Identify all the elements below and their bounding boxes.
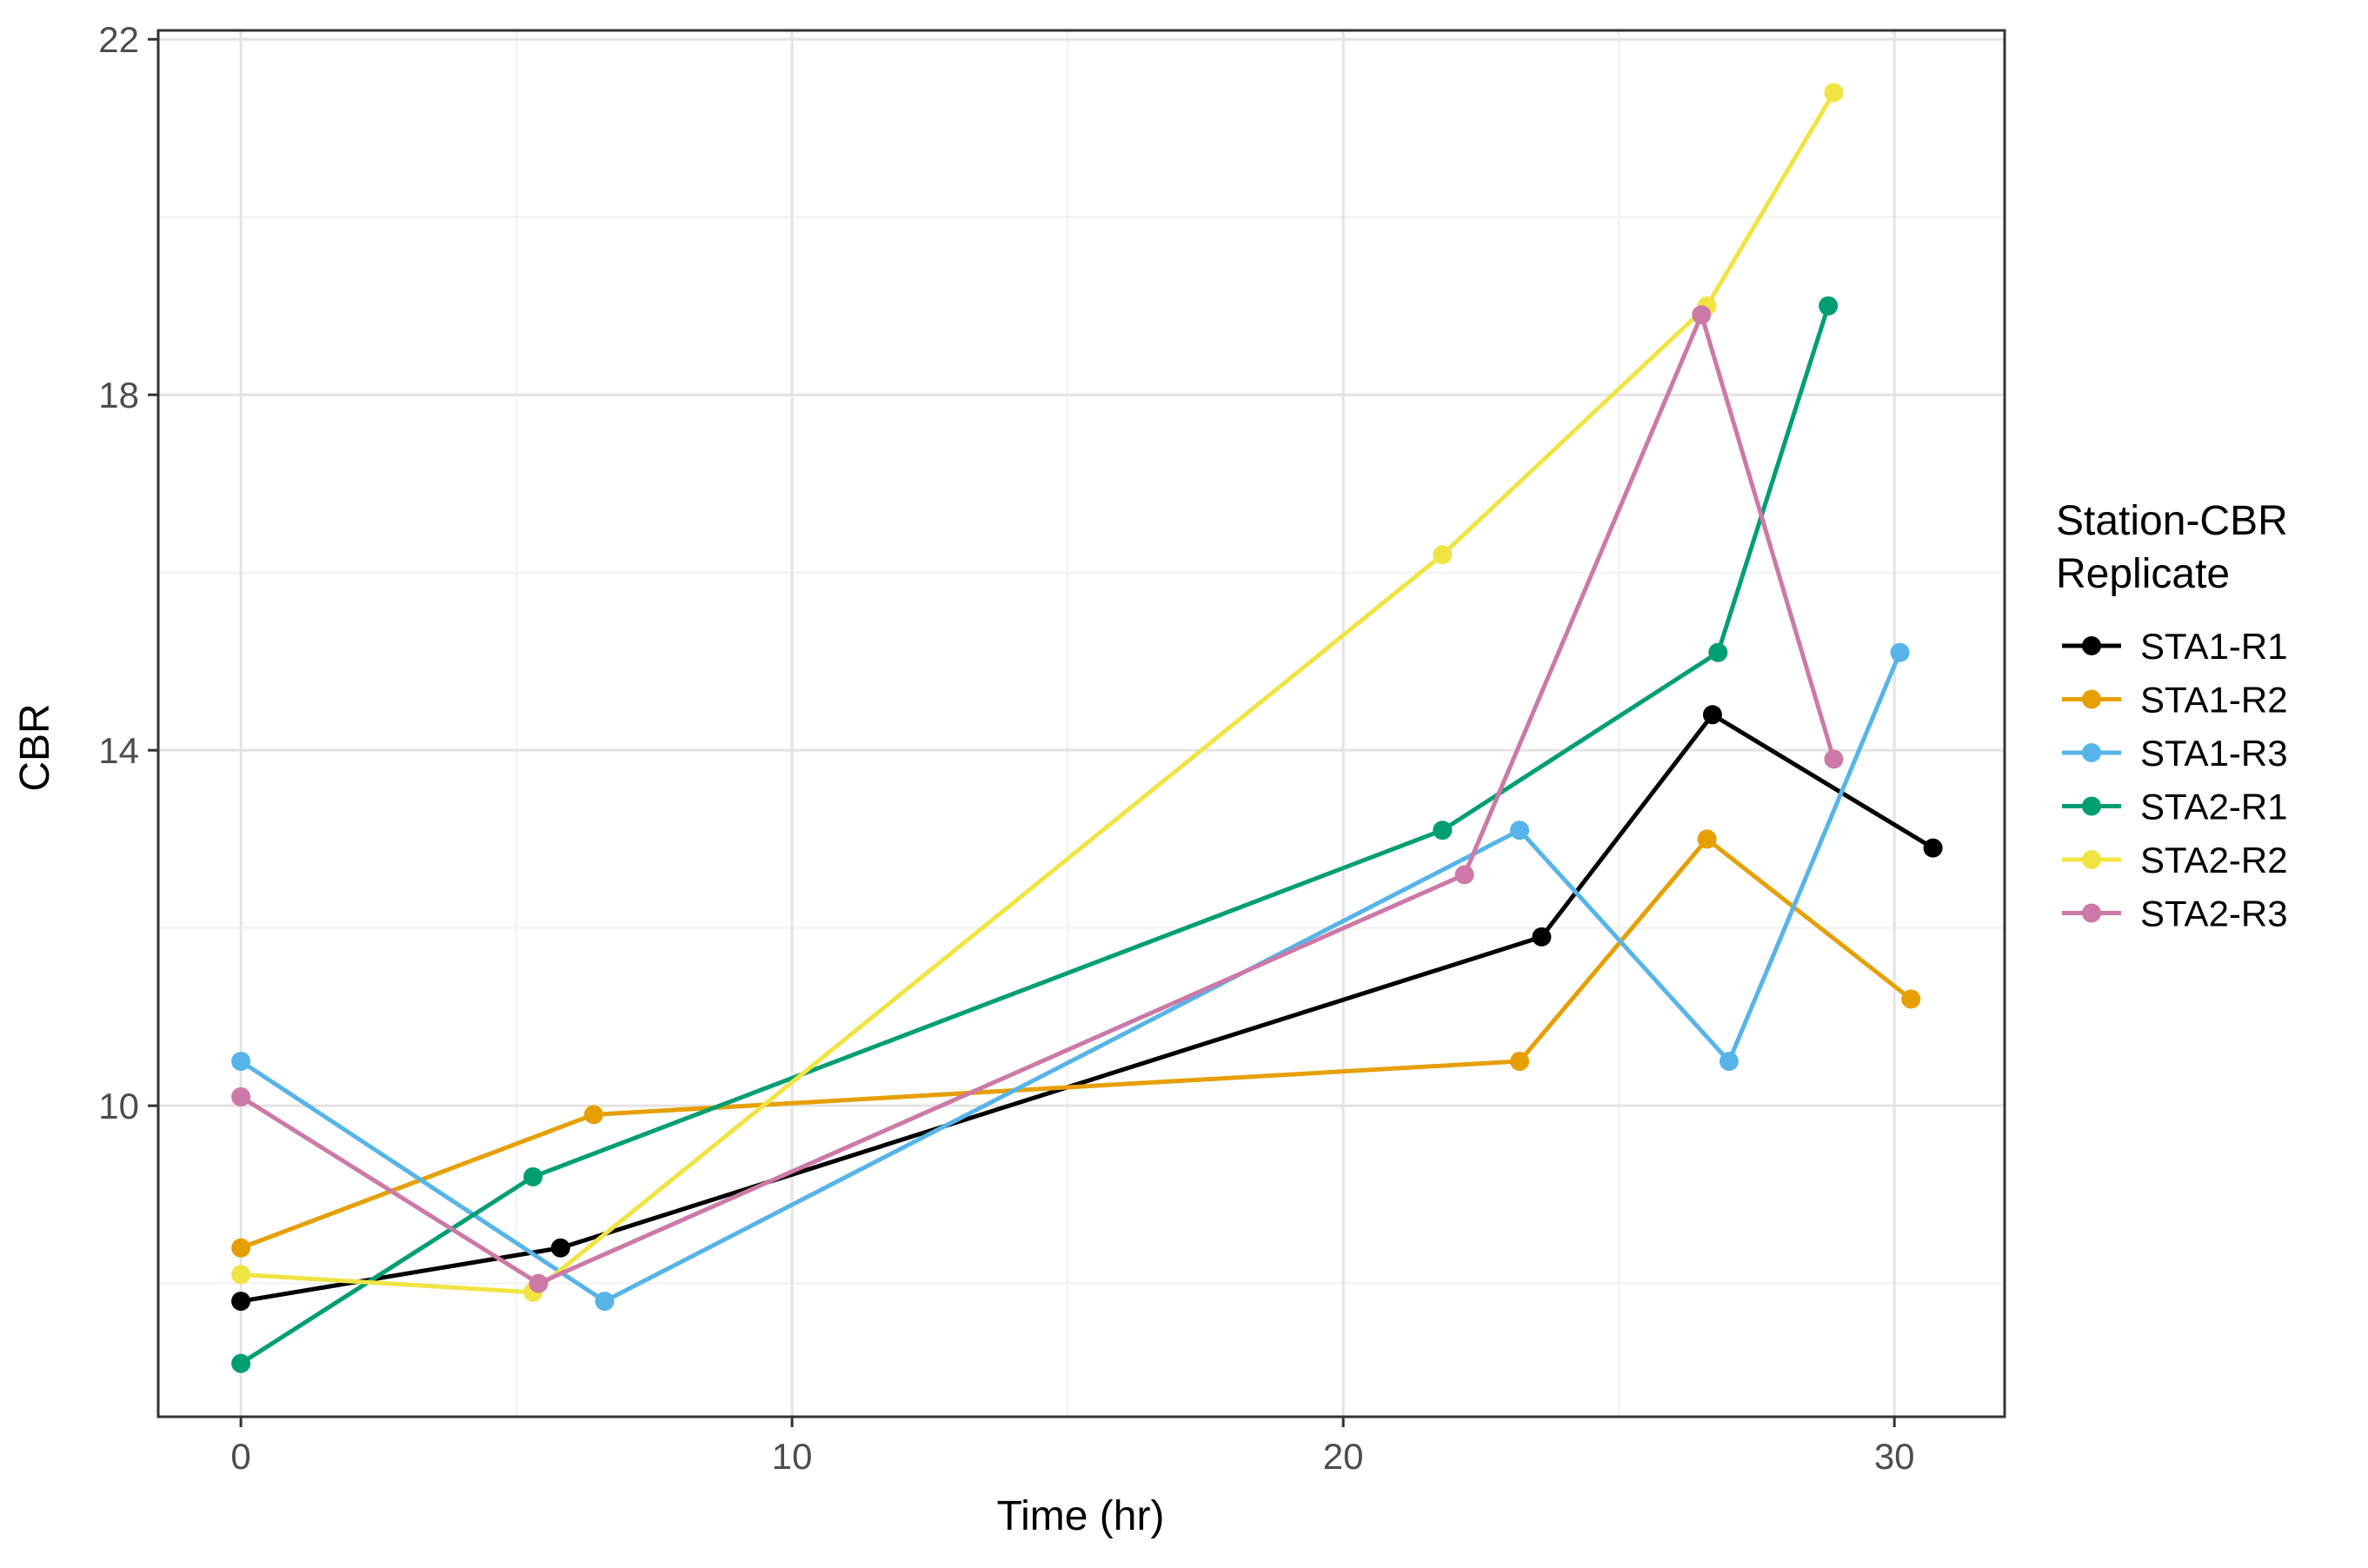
- legend-label: STA1-R1: [2140, 626, 2288, 667]
- legend-key-point: [2082, 850, 2101, 869]
- plot-panel-border: [156, 29, 2006, 1419]
- data-point: [1510, 1052, 1530, 1072]
- data-point: [529, 1273, 549, 1293]
- data-point: [231, 1353, 251, 1373]
- series-sta1-r2: [231, 829, 1921, 1258]
- x-tick-label: 20: [1323, 1436, 1364, 1477]
- data-point: [1702, 705, 1722, 725]
- legend-item-sta1-r1: STA1-R1: [2062, 626, 2288, 667]
- legend-item-sta2-r1: STA2-R1: [2062, 787, 2288, 827]
- legend-item-sta1-r2: STA1-R2: [2062, 680, 2288, 721]
- legend-label: STA2-R2: [2140, 840, 2288, 880]
- data-point: [1697, 829, 1717, 849]
- legend-key-point: [2082, 903, 2101, 923]
- data-point: [583, 1105, 603, 1125]
- data-point: [1824, 83, 1844, 103]
- legend-item-sta1-r3: STA1-R3: [2062, 733, 2288, 774]
- series-sta1-r3: [231, 642, 1910, 1312]
- series-layer: [231, 83, 1943, 1373]
- x-tick-label: 10: [772, 1436, 813, 1477]
- data-point: [1510, 821, 1530, 840]
- data-point: [1454, 865, 1474, 885]
- data-point: [1708, 642, 1728, 662]
- data-point: [231, 1292, 251, 1312]
- data-point: [1719, 1052, 1739, 1072]
- legend-label: STA1-R2: [2140, 680, 2288, 721]
- legend-label: STA2-R3: [2140, 894, 2288, 934]
- data-point: [231, 1265, 251, 1285]
- legend-key-point: [2082, 689, 2101, 709]
- legend-title-line-2: Replicate: [2056, 551, 2230, 597]
- legend-item-sta2-r3: STA2-R3: [2062, 894, 2288, 934]
- x-tick-label: 0: [230, 1436, 250, 1477]
- series-line: [238, 312, 1836, 1286]
- data-point: [1923, 838, 1943, 858]
- y-tick-label: 18: [98, 375, 139, 415]
- data-point: [231, 1052, 251, 1072]
- data-point: [550, 1238, 570, 1258]
- grid: [158, 30, 2005, 1417]
- series-line: [238, 303, 1831, 1366]
- legend-key-point: [2082, 636, 2101, 655]
- series-line: [238, 90, 1836, 1295]
- series-sta2-r3: [231, 305, 1844, 1293]
- series-sta1-r1: [231, 705, 1943, 1312]
- series-sta2-r2: [231, 83, 1844, 1302]
- data-point: [231, 1086, 251, 1106]
- legend-title-line-1: Station-CBR: [2056, 498, 2288, 544]
- series-line: [238, 836, 1913, 1251]
- data-point: [1824, 749, 1844, 769]
- x-tick-label: 30: [1874, 1436, 1915, 1477]
- data-point: [1433, 545, 1453, 565]
- legend: Station-CBR Replicate STA1-R1 STA1-R2 STA1…: [2056, 498, 2288, 934]
- data-point: [1692, 305, 1712, 325]
- data-point: [231, 1238, 251, 1258]
- series-sta2-r1: [231, 296, 1839, 1373]
- legend-label: STA2-R1: [2140, 787, 2288, 827]
- data-point: [523, 1166, 543, 1186]
- y-tick-label: 10: [98, 1086, 139, 1126]
- legend-key-point: [2082, 796, 2101, 816]
- data-point: [595, 1292, 615, 1312]
- data-point: [1890, 642, 1910, 662]
- data-point: [1901, 989, 1921, 1009]
- legend-key-point: [2082, 743, 2101, 762]
- y-tick-label: 14: [98, 730, 139, 771]
- data-point: [1532, 927, 1552, 947]
- data-point: [1433, 821, 1453, 840]
- data-point: [1819, 296, 1839, 316]
- y-axis-title: CBR: [12, 703, 58, 791]
- axes: 0 10 20 30 10 14 18 22: [98, 19, 1914, 1477]
- legend-item-sta2-r2: STA2-R2: [2062, 840, 2288, 880]
- x-axis-title: Time (hr): [997, 1493, 1165, 1539]
- legend-label: STA1-R3: [2140, 733, 2288, 774]
- y-tick-label: 22: [98, 19, 139, 60]
